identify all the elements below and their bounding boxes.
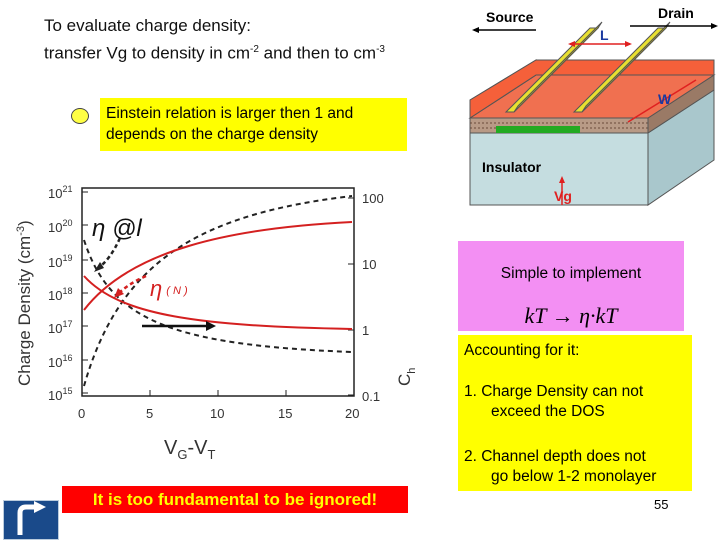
right-tick-1: 1 (362, 323, 369, 338)
simple-box (458, 241, 684, 331)
fundamental-banner: It is too fundamental to be ignored! (62, 486, 408, 513)
eta-n-arrow (117, 274, 147, 295)
source-label: Source (486, 9, 534, 25)
title-line-2-prefix: transfer Vg to density in cm (44, 43, 250, 63)
length-label: L (600, 27, 609, 43)
eta-at-label: η @l (92, 215, 142, 242)
accounting-item-2: 2. Channel depth does not go below 1-2 m… (464, 447, 656, 487)
charge-density-plot: 1021 1020 1019 1018 1017 1016 1015 100 1… (15, 184, 418, 462)
x-tick-10: 10 (210, 406, 224, 421)
slide-title: To evaluate charge density: transfer Vg … (44, 14, 385, 66)
y-right-axis-label: Ch (395, 368, 418, 386)
left-tick-1e21: 1021 (48, 184, 72, 201)
left-tick-1e20: 1020 (48, 218, 72, 235)
accounting-item-1-line-1: 1. Charge Density can not (464, 383, 644, 400)
gate-label: Vg (554, 188, 572, 204)
title-line-2: transfer Vg to density in cm-2 and then … (44, 38, 385, 66)
insulator-label: Insulator (482, 159, 542, 175)
bullet-dot (71, 108, 89, 124)
left-tick-1e19: 1019 (48, 253, 72, 270)
title-line-1: To evaluate charge density: (44, 16, 251, 35)
simple-box-formula: kT → η·kT (524, 303, 618, 328)
accounting-item-2-line-2: go below 1-2 monolayer (491, 468, 657, 485)
left-axis-ticks (82, 191, 88, 394)
page-number: 55 (654, 497, 669, 512)
return-arrow-icon (17, 501, 46, 535)
eta-at-arrow (97, 237, 122, 270)
accounting-item-1-line-2: exceed the DOS (491, 403, 605, 420)
accounting-box (458, 335, 692, 491)
einstein-note: Einstein relation is larger then 1 and d… (100, 98, 407, 151)
y-axis-label: Charge Density (cm-3) (15, 220, 34, 386)
x-tick-15: 15 (278, 406, 292, 421)
title-exp-1: -2 (249, 44, 259, 55)
left-tick-1e17: 1017 (48, 319, 72, 336)
right-tick-0.1: 0.1 (362, 389, 380, 404)
left-tick-1e15: 1015 (48, 386, 72, 403)
x-tick-5: 5 (146, 406, 153, 421)
einstein-note-line-1: Einstein relation is larger then 1 and (106, 105, 354, 122)
mosfet-diagram: Source Drain L W Insulator Vg (468, 5, 718, 206)
x-axis-label: VG-VT (164, 437, 215, 462)
density-lower-dashed (83, 239, 353, 353)
title-line-2-mid: and then to cm (258, 43, 377, 63)
drain-label: Drain (658, 5, 694, 21)
simple-box-text: Simple to implement (500, 265, 642, 282)
left-tick-1e18: 1018 (48, 286, 72, 303)
right-tick-10: 10 (362, 257, 376, 272)
eta-n-label: η( N ) (150, 276, 188, 301)
width-label: W (658, 91, 672, 107)
right-tick-100: 100 (362, 191, 384, 206)
title-exp-2: -3 (376, 44, 385, 55)
einstein-note-line-2: depends on the charge density (106, 126, 318, 143)
left-tick-1e16: 1016 (48, 353, 72, 370)
channel (496, 126, 580, 133)
x-tick-20: 20 (345, 406, 359, 421)
accounting-item-1: 1. Charge Density can not exceed the DOS (464, 382, 643, 422)
accounting-heading: Accounting for it: (464, 342, 580, 359)
x-tick-0: 0 (78, 406, 85, 421)
eta-upper-red (83, 221, 353, 311)
eta-lower-red (83, 275, 353, 330)
accounting-item-2-line-1: 2. Channel depth does not (464, 448, 646, 465)
back-button[interactable] (3, 500, 59, 540)
